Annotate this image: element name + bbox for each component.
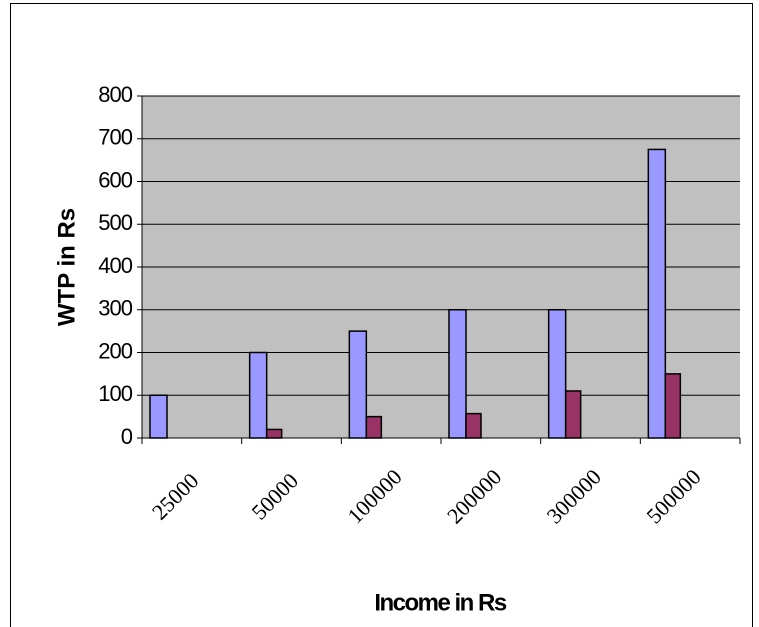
y-tick-label: 300 (98, 296, 132, 321)
y-tick-label: 200 (98, 338, 132, 363)
y-tick-label: 0 (121, 424, 133, 449)
bar (248, 351, 268, 439)
bar (348, 330, 368, 439)
bar (564, 390, 582, 439)
y-tick-label: 700 (98, 125, 132, 150)
y-tick-label: 500 (98, 210, 132, 235)
bar (149, 394, 168, 439)
bar (664, 373, 682, 439)
y-tick-label: 600 (98, 167, 132, 192)
y-tick-label: 100 (98, 381, 132, 406)
y-tick-label: 400 (98, 253, 132, 278)
bar (465, 412, 482, 439)
y-tick-label: 800 (98, 82, 132, 107)
bar (547, 309, 567, 439)
bar (365, 415, 383, 439)
bar (448, 309, 467, 439)
y-axis-label: WTP in Rs (53, 208, 80, 326)
x-axis-label: Income in Rs (374, 589, 507, 616)
bar (647, 148, 667, 439)
bar (265, 428, 283, 439)
